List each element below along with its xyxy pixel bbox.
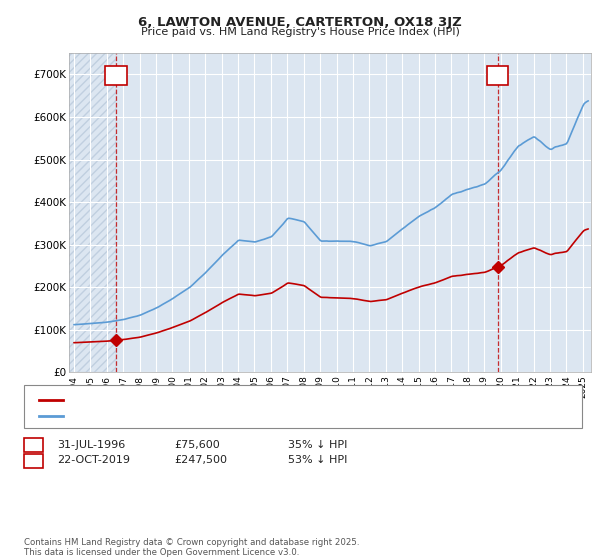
Text: 6, LAWTON AVENUE, CARTERTON, OX18 3JZ: 6, LAWTON AVENUE, CARTERTON, OX18 3JZ	[138, 16, 462, 29]
Text: 2: 2	[30, 455, 37, 465]
Text: 31-JUL-1996: 31-JUL-1996	[57, 440, 125, 450]
Bar	[69, 53, 116, 372]
Text: 2: 2	[494, 71, 502, 81]
Text: 1: 1	[112, 71, 120, 81]
Text: 6, LAWTON AVENUE, CARTERTON, OX18 3JZ (detached house): 6, LAWTON AVENUE, CARTERTON, OX18 3JZ (d…	[69, 395, 391, 405]
Text: 1: 1	[30, 440, 37, 450]
Text: 22-OCT-2019: 22-OCT-2019	[57, 455, 130, 465]
Text: 53% ↓ HPI: 53% ↓ HPI	[288, 455, 347, 465]
Text: Price paid vs. HM Land Registry's House Price Index (HPI): Price paid vs. HM Land Registry's House …	[140, 27, 460, 37]
Text: £247,500: £247,500	[174, 455, 227, 465]
Text: HPI: Average price, detached house, West Oxfordshire: HPI: Average price, detached house, West…	[69, 410, 352, 421]
Text: £75,600: £75,600	[174, 440, 220, 450]
Text: 35% ↓ HPI: 35% ↓ HPI	[288, 440, 347, 450]
Text: Contains HM Land Registry data © Crown copyright and database right 2025.
This d: Contains HM Land Registry data © Crown c…	[24, 538, 359, 557]
